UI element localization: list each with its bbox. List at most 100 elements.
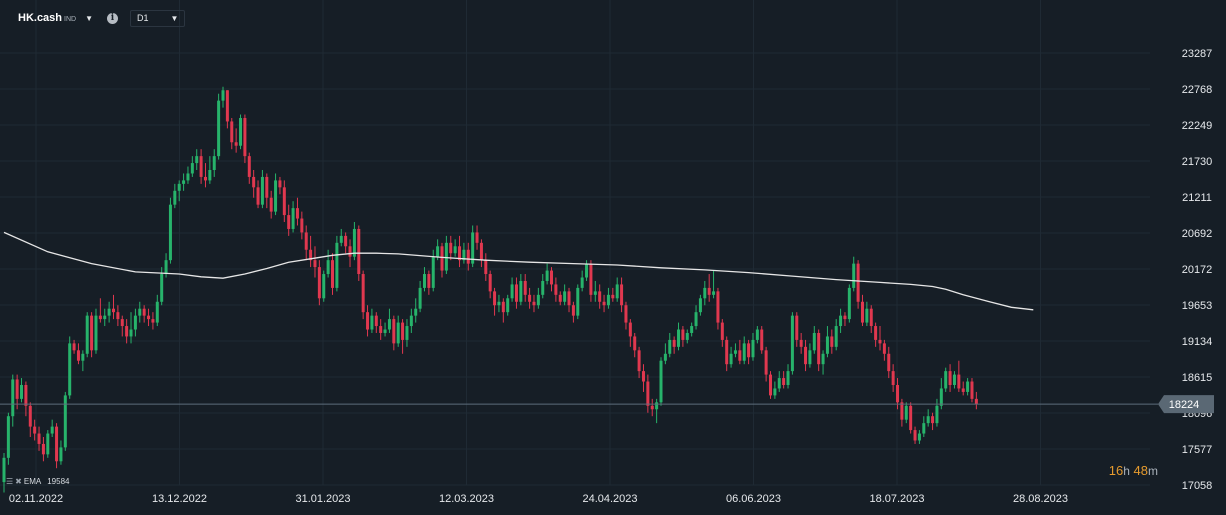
candle-body [282, 187, 286, 216]
candle-body [922, 423, 926, 434]
candle-body [869, 308, 873, 327]
candle-body [598, 291, 602, 302]
candle-body [523, 280, 527, 295]
candle-body [624, 305, 628, 323]
candle-body [243, 117, 247, 157]
chart-toolbar: HK.cash IND ▼ i D1 ▼ [18, 9, 186, 27]
candle-body [98, 315, 102, 320]
candle-body [471, 232, 475, 264]
candle-body [72, 343, 76, 351]
candle-body [116, 312, 120, 320]
countdown-hours-unit: h [1123, 464, 1130, 478]
indicator-settings-icon[interactable]: ☰ [6, 477, 14, 486]
candle-body [265, 176, 269, 198]
candle-body [177, 183, 181, 191]
symbol-dropdown-icon[interactable]: ▼ [85, 13, 94, 23]
candle-body [103, 315, 107, 320]
candle-body [790, 315, 794, 372]
candle-body [694, 312, 698, 327]
y-tick-label: 20692 [1182, 228, 1213, 240]
candle-body [129, 329, 133, 337]
candle-body [383, 329, 387, 333]
candle-body [199, 156, 203, 177]
candle-body [777, 378, 781, 389]
candle-body [453, 246, 457, 254]
ema-line [3, 231, 1034, 311]
y-tick-label: 17058 [1182, 480, 1213, 492]
candle-body [571, 305, 575, 316]
candle-body [274, 180, 278, 212]
x-tick-label: 06.06.2023 [726, 493, 781, 505]
candle-body [887, 353, 891, 372]
candle-body [536, 294, 540, 306]
candle-body [374, 315, 378, 327]
candle-body [309, 249, 313, 261]
candle-body [195, 156, 199, 164]
candle-body [917, 433, 921, 441]
candle-body [847, 287, 851, 320]
candle-body [558, 294, 562, 302]
candle-body [589, 263, 593, 295]
candle-body [641, 371, 645, 382]
candle-body [952, 374, 956, 385]
x-tick-label: 02.11.2022 [9, 493, 63, 505]
candle-body [107, 308, 111, 316]
x-tick-label: 12.03.2023 [439, 493, 494, 505]
candle-body [55, 426, 59, 462]
candle-body [208, 169, 212, 181]
candle-body [957, 374, 961, 389]
candle-body [698, 298, 702, 313]
candle-body [519, 280, 523, 302]
candle-body [764, 350, 768, 375]
candle-body [291, 208, 295, 229]
candle-body [414, 308, 418, 316]
remove-indicator-icon[interactable]: ✖ [15, 477, 22, 486]
candle-body [532, 301, 536, 306]
candle-body [50, 426, 54, 434]
candle-body [120, 319, 124, 327]
candle-body [834, 326, 838, 347]
current-price-tag [1158, 395, 1214, 414]
candle-body [225, 90, 229, 122]
candle-body [11, 379, 15, 417]
info-icon[interactable]: i [107, 12, 119, 24]
candle-body [860, 301, 864, 323]
candle-body [659, 360, 663, 403]
candle-body [2, 457, 6, 483]
candle-body [677, 329, 681, 347]
current-price-value: 18224 [1169, 399, 1200, 411]
candle-body [221, 90, 225, 101]
candle-body [392, 319, 396, 344]
candle-body [431, 256, 435, 288]
candle-body [436, 246, 440, 257]
candle-body [28, 405, 32, 427]
candle-body [147, 315, 151, 320]
candle-body [112, 308, 115, 313]
candle-body [672, 339, 676, 347]
candle-body [817, 332, 821, 365]
candle-body [295, 208, 299, 219]
candle-body [493, 291, 497, 306]
candle-body [46, 433, 50, 455]
timeframe-value: D1 [137, 13, 149, 23]
candle-body [387, 319, 391, 330]
candle-body [164, 260, 168, 275]
y-tick-label: 22768 [1182, 84, 1213, 96]
candle-body [615, 284, 619, 299]
timeframe-selector[interactable]: D1 ▼ [130, 9, 186, 27]
countdown-minutes-unit: m [1148, 464, 1158, 478]
candle-body [203, 176, 207, 181]
candle-body [24, 384, 28, 406]
candle-body [563, 291, 567, 302]
symbol-name[interactable]: HK.cash [18, 12, 63, 24]
candle-body [576, 287, 580, 316]
candle-body [278, 180, 282, 188]
candle-body [808, 350, 812, 365]
candle-body [839, 315, 843, 327]
candle-body [646, 381, 650, 406]
candle-body [304, 232, 308, 250]
candle-body [650, 405, 654, 410]
candle-body [458, 246, 462, 261]
candle-body [668, 339, 672, 354]
